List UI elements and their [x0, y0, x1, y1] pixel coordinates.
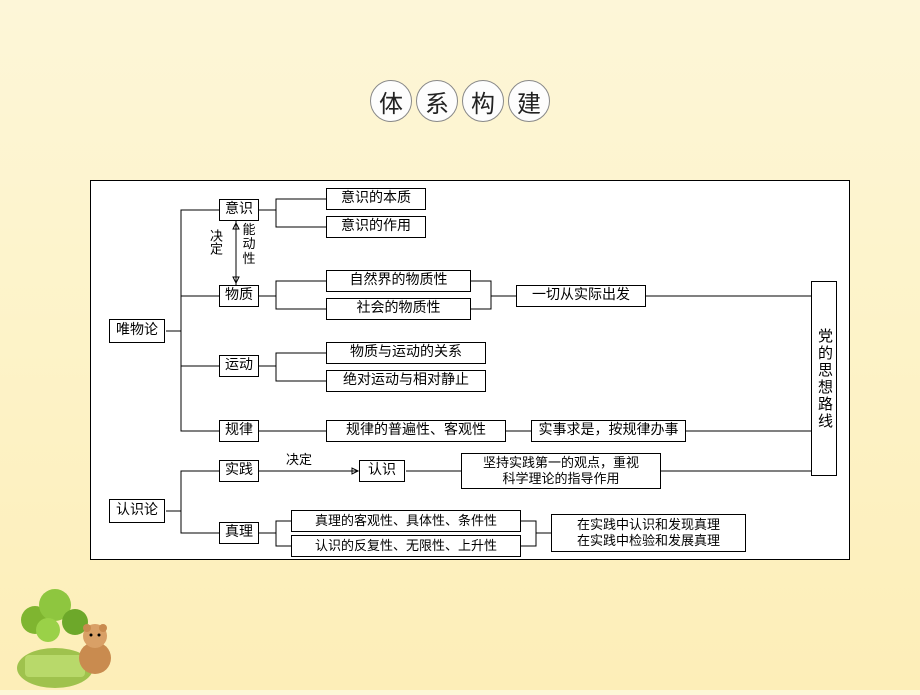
title-char: 系	[416, 80, 458, 122]
node-shehui: 社会的物质性	[326, 298, 471, 320]
node-shijian: 实践	[219, 460, 259, 482]
node-renshilun: 认识论	[109, 499, 165, 523]
node-wuzhiyundong: 物质与运动的关系	[326, 342, 486, 364]
node-dangde-sixiang: 党的思想路线	[811, 281, 837, 476]
title-char: 建	[508, 80, 550, 122]
node-zhenli: 真理	[219, 522, 259, 544]
node-yundong: 运动	[219, 355, 259, 377]
node-yishi-benzhi: 意识的本质	[326, 188, 426, 210]
node-ziranjie: 自然界的物质性	[326, 270, 471, 292]
title-char: 构	[462, 80, 504, 122]
node-shishiqiushi: 实事求是，按规律办事	[531, 420, 686, 442]
plant-decoration	[0, 550, 140, 690]
concept-diagram: 唯物论 认识论 意识 物质 运动 规律 决定 能动性 意识的本质 意识的作用 自…	[90, 180, 850, 560]
node-renshi-fanfu: 认识的反复性、无限性、上升性	[291, 535, 521, 557]
page-title: 体 系 构 建	[0, 0, 920, 162]
node-weiwulun: 唯物论	[109, 319, 165, 343]
node-guilv: 规律	[219, 420, 259, 442]
node-yishi-zuoyong: 意识的作用	[326, 216, 426, 238]
node-renshi: 认识	[359, 460, 405, 482]
node-zaishijian: 在实践中认识和发现真理 在实践中检验和发展真理	[551, 514, 746, 552]
title-char: 体	[370, 80, 412, 122]
node-wuzhi: 物质	[219, 285, 259, 307]
node-yishi: 意识	[219, 199, 259, 221]
node-guilv-content: 规律的普遍性、客观性	[326, 420, 506, 442]
label-nengdongxing: 能动性	[241, 223, 257, 266]
label-jueding: 决定	[206, 229, 225, 255]
node-zhenli-keguan: 真理的客观性、具体性、条件性	[291, 510, 521, 532]
node-jueduiyundong: 绝对运动与相对静止	[326, 370, 486, 392]
node-jianchi: 坚持实践第一的观点，重视 科学理论的指导作用	[461, 453, 661, 489]
node-yiqieshiji: 一切从实际出发	[516, 285, 646, 307]
label-jueding-b: 决定	[286, 449, 312, 468]
